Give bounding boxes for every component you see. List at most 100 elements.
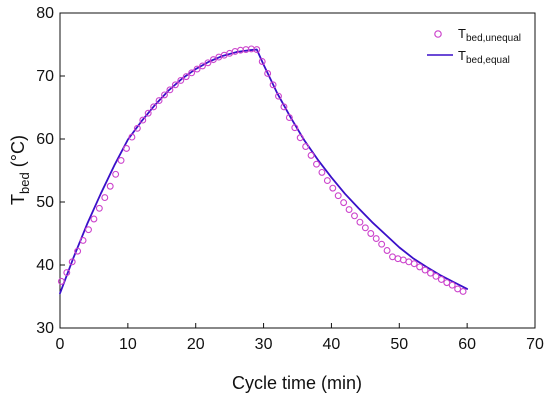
data-point-tbed-unequal	[340, 199, 348, 207]
data-point-tbed-unequal	[313, 160, 320, 168]
data-point-tbed-unequal	[171, 81, 179, 89]
plot-area	[59, 12, 536, 329]
data-point-tbed-unequal	[329, 184, 337, 192]
x-axis-ticks: 0 10 20 30 40 50 60 70	[56, 323, 544, 353]
data-point-tbed-unequal	[161, 91, 168, 99]
x-tick-label: 20	[187, 336, 205, 353]
data-point-tbed-unequal	[378, 240, 386, 248]
data-point-tbed-unequal	[367, 230, 375, 237]
data-point-tbed-unequal	[275, 92, 282, 100]
data-point-tbed-unequal	[356, 218, 364, 226]
y-tick-label: 70	[36, 68, 54, 85]
data-point-tbed-unequal	[454, 285, 462, 293]
data-point-tbed-unequal	[269, 81, 277, 89]
data-point-tbed-unequal	[280, 103, 288, 111]
x-tick-label: 60	[458, 336, 476, 353]
data-point-tbed-unequal	[188, 69, 196, 77]
data-point-tbed-unequal	[177, 76, 185, 84]
y-axis-title: Tbed (°C)	[8, 135, 32, 205]
x-tick-label: 50	[390, 336, 408, 353]
legend-label-equal-sub: bed,equal	[466, 55, 510, 66]
data-point-tbed-unequal	[421, 266, 429, 274]
data-point-tbed-unequal	[443, 279, 451, 287]
data-point-tbed-unequal	[79, 236, 87, 244]
data-point-tbed-unequal	[459, 288, 467, 295]
data-point-tbed-unequal	[85, 226, 92, 234]
data-point-tbed-unequal	[139, 116, 147, 124]
data-point-tbed-unequal	[323, 177, 331, 185]
y-axis-ticks: 30 40 50 60 70 80	[36, 5, 65, 337]
data-point-tbed-unequal	[432, 272, 440, 280]
legend-label-unequal-sub: bed,unequal	[466, 33, 521, 44]
data-point-tbed-unequal	[383, 247, 391, 254]
y-axis-title-unit: (°C)	[8, 135, 28, 172]
series-line-tbed-equal	[59, 48, 469, 295]
x-tick-label: 0	[56, 336, 65, 353]
data-point-tbed-unequal	[361, 224, 369, 232]
data-point-tbed-unequal	[264, 70, 272, 77]
data-point-tbed-unequal	[209, 56, 217, 64]
data-point-tbed-unequal	[285, 114, 293, 122]
data-point-tbed-unequal	[307, 151, 315, 159]
data-point-tbed-unequal	[68, 258, 76, 266]
data-point-tbed-unequal	[410, 260, 418, 268]
data-point-tbed-unequal	[133, 124, 141, 132]
data-point-tbed-unequal	[106, 182, 114, 190]
data-point-tbed-unequal	[166, 86, 174, 94]
x-axis-title: Cycle time (min)	[232, 373, 362, 393]
legend-label-unequal: Tbed,unequal	[458, 26, 521, 44]
y-tick-label: 50	[36, 194, 54, 211]
data-point-tbed-unequal	[351, 212, 358, 220]
data-point-tbed-unequal	[95, 204, 103, 212]
plot-frame	[59, 12, 536, 329]
legend-marker-unequal	[434, 30, 442, 38]
series-scatter-layer	[57, 45, 467, 295]
data-point-tbed-unequal	[112, 170, 120, 178]
data-point-tbed-unequal	[117, 156, 125, 164]
data-point-tbed-unequal	[394, 255, 402, 263]
y-tick-label: 80	[36, 5, 54, 22]
data-point-tbed-unequal	[101, 194, 109, 202]
data-point-tbed-unequal	[302, 143, 310, 151]
data-point-tbed-unequal	[74, 247, 82, 255]
legend: Tbed,unequal Tbed,equal	[427, 26, 521, 66]
data-point-tbed-unequal	[199, 62, 206, 70]
data-point-tbed-unequal	[123, 145, 130, 152]
data-point-tbed-unequal	[90, 215, 98, 223]
data-point-tbed-unequal	[182, 73, 190, 81]
data-point-tbed-unequal	[318, 168, 326, 176]
x-tick-label: 70	[526, 336, 544, 353]
data-point-tbed-unequal	[128, 133, 136, 141]
data-point-tbed-unequal	[193, 65, 201, 73]
y-tick-label: 60	[36, 131, 54, 148]
data-point-tbed-unequal	[150, 103, 158, 111]
x-tick-label: 30	[255, 336, 273, 353]
data-point-tbed-unequal	[437, 276, 445, 283]
legend-label-equal: Tbed,equal	[458, 48, 510, 66]
y-axis-title-main: T	[8, 194, 28, 205]
data-point-tbed-unequal	[204, 59, 212, 67]
series-line-layer	[59, 48, 469, 295]
data-point-tbed-unequal	[296, 134, 304, 142]
y-tick-label: 40	[36, 257, 54, 274]
y-axis-title-sub: bed	[17, 172, 32, 194]
data-point-tbed-unequal	[155, 97, 163, 105]
data-point-tbed-unequal	[448, 281, 456, 289]
data-point-tbed-unequal	[372, 235, 380, 242]
data-point-tbed-unequal	[334, 192, 342, 200]
data-point-tbed-unequal	[258, 58, 266, 65]
y-tick-label: 30	[36, 320, 54, 337]
data-point-tbed-unequal	[144, 109, 152, 117]
x-tick-label: 10	[119, 336, 137, 353]
data-point-tbed-unequal	[63, 269, 71, 277]
data-point-tbed-unequal	[253, 46, 261, 53]
data-point-tbed-unequal	[427, 269, 434, 277]
legend-label-unequal-main: T	[458, 26, 466, 41]
x-tick-label: 40	[323, 336, 341, 353]
legend-label-equal-main: T	[458, 48, 466, 63]
data-point-tbed-unequal	[291, 124, 299, 132]
data-point-tbed-unequal	[416, 263, 424, 271]
data-point-tbed-unequal	[345, 206, 353, 214]
data-point-tbed-unequal	[57, 277, 65, 285]
